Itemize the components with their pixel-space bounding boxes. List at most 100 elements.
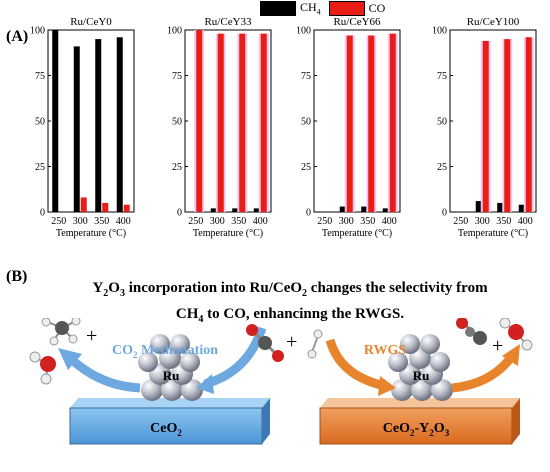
bar-ch4-300 xyxy=(73,46,80,212)
y-tick-label: 50 xyxy=(301,117,311,128)
y-tick-label: 25 xyxy=(172,162,182,173)
chart-title: Ru/CeY100 xyxy=(467,16,520,28)
ru-label-right: Ru xyxy=(413,368,430,383)
x-axis-label: Temperature (°C) xyxy=(56,228,126,239)
chart-legend: CH4 CO xyxy=(260,0,385,16)
bar-ch4-350 xyxy=(361,206,368,212)
bar-co-400 xyxy=(123,204,130,212)
bar-ch4-400 xyxy=(116,37,123,212)
y-tick-label: 75 xyxy=(172,71,182,82)
methanation-arrow-out xyxy=(66,354,141,393)
legend-swatch-ch4 xyxy=(260,0,296,16)
bar-ch4-350 xyxy=(95,39,102,212)
co-molecule xyxy=(456,318,487,345)
chart-panel-1: Ru/CeY0 0 25 50 75 100 250 300 350 400Temperature… xyxy=(30,16,135,239)
ru-cluster-left xyxy=(138,334,203,401)
y-tick-label: 100 xyxy=(167,26,182,37)
y-tick-label: 0 xyxy=(442,208,447,219)
chart-title: Ru/CeY33 xyxy=(204,16,252,28)
bar-ch4-350 xyxy=(232,208,239,212)
rwgs-arrow-in-head xyxy=(378,376,396,396)
methanation-arrow-in-head xyxy=(196,374,214,394)
rwgs-arrow-out-head xyxy=(502,344,520,366)
bar-co-350 xyxy=(239,33,246,212)
panel-b-label: (B) xyxy=(6,268,28,285)
bar-ch4-350 xyxy=(497,202,504,212)
chart-panel-2: Ru/CeY33 0 25 50 75 100 250 300 350 400Temperatur… xyxy=(167,16,272,239)
reaction-scheme: CeO2 CeO2-Y2O3 Ru Ru xyxy=(29,318,533,445)
bar-ch4-400 xyxy=(253,208,260,212)
plus-sign-3: + xyxy=(492,335,503,357)
y-tick-label: 50 xyxy=(35,117,45,128)
chart-frame xyxy=(313,29,401,213)
x-tick-label: 300 xyxy=(339,216,354,227)
x-tick-label: 250 xyxy=(188,216,203,227)
bar-co-350 xyxy=(102,202,109,212)
x-tick-label: 250 xyxy=(51,216,66,227)
bar-co-300 xyxy=(80,197,87,212)
ceo2-substrate xyxy=(69,398,270,445)
chart-title: Ru/CeY66 xyxy=(333,16,381,28)
co2-methanation-label: CO2 Methanation xyxy=(112,343,218,360)
chart-frame xyxy=(449,29,537,213)
plus-sign-1: + xyxy=(86,325,97,347)
y-tick-label: 75 xyxy=(301,71,311,82)
legend-label-co: CO xyxy=(368,0,386,15)
x-tick-label: 300 xyxy=(475,216,490,227)
x-axis-label: Temperature (°C) xyxy=(458,228,528,239)
bar-ch4-300 xyxy=(210,208,217,212)
y-tick-label: 25 xyxy=(301,162,311,173)
y-tick-label: 100 xyxy=(30,26,45,37)
bar-ch4-300 xyxy=(339,206,346,212)
x-tick-label: 350 xyxy=(360,216,375,227)
y-tick-label: 75 xyxy=(35,71,45,82)
co2-molecule xyxy=(246,324,284,362)
chart-panel-3: Ru/CeY66 0 25 50 75 100 250 300 350 400Temperatur… xyxy=(296,16,401,239)
h2-molecule xyxy=(307,329,323,359)
y-tick-label: 0 xyxy=(306,208,311,219)
water-molecule-right xyxy=(499,318,533,351)
ceo2-label: CeO2 xyxy=(150,421,182,438)
bar-ch4-250 xyxy=(52,30,59,212)
y-tick-label: 50 xyxy=(172,117,182,128)
x-tick-label: 400 xyxy=(382,216,397,227)
x-tick-label: 250 xyxy=(317,216,332,227)
bar-co-300 xyxy=(482,40,489,212)
y-tick-label: 0 xyxy=(177,208,182,219)
legend-swatch-co xyxy=(328,0,365,16)
y-tick-label: 50 xyxy=(437,117,447,128)
legend-label-ch4: CH4 xyxy=(300,0,321,17)
y-tick-label: 100 xyxy=(296,26,311,37)
y-tick-label: 75 xyxy=(437,71,447,82)
panel-a-label: (A) xyxy=(6,28,29,45)
y-tick-label: 25 xyxy=(35,162,45,173)
x-axis-label: Temperature (°C) xyxy=(322,228,392,239)
bar-co-350 xyxy=(368,35,375,213)
y-tick-label: 25 xyxy=(437,162,447,173)
x-tick-label: 300 xyxy=(73,216,88,227)
x-axis-label: Temperature (°C) xyxy=(193,228,263,239)
bar-co-400 xyxy=(525,37,532,212)
x-tick-label: 350 xyxy=(496,216,511,227)
bar-co-300 xyxy=(346,35,353,213)
chart-panel-4: Ru/CeY100 0 25 50 75 100 250 300 350 400Temperatu… xyxy=(432,16,537,239)
bar-co-400 xyxy=(260,33,267,212)
bar-co-300 xyxy=(217,33,224,212)
rwgs-arrow-out xyxy=(451,353,516,393)
water-molecule-left xyxy=(29,351,56,385)
ru-label-left: Ru xyxy=(163,368,180,383)
rwgs-arrow-in xyxy=(325,338,387,391)
ceo2-y2o3-label: CeO2-Y2O3 xyxy=(383,421,450,438)
bar-co-350 xyxy=(504,39,511,212)
x-tick-label: 350 xyxy=(94,216,109,227)
headline-line-2: CH4 to CO, enhancinng the RWGS. xyxy=(175,306,405,325)
x-tick-label: 300 xyxy=(210,216,225,227)
headline-text: Y2O3 incorporation into Ru/CeO2 changes … xyxy=(40,278,540,330)
bar-co-400 xyxy=(389,33,396,212)
ceo2-y2o3-substrate xyxy=(319,398,520,445)
y-tick-label: 0 xyxy=(40,208,45,219)
chart-title: Ru/CeY0 xyxy=(70,16,112,28)
x-tick-label: 350 xyxy=(231,216,246,227)
headline-line-1: Y2O3 incorporation into Ru/CeO2 changes … xyxy=(92,280,488,299)
